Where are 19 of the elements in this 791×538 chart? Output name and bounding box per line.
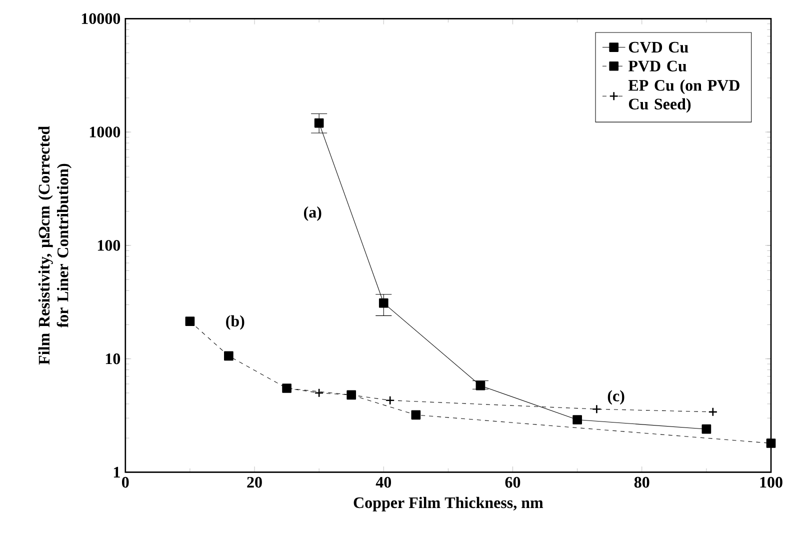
annotation: (a) [304, 206, 322, 222]
x-tick-label: 100 [760, 477, 782, 488]
legend-label: EP Cu (on PVD Cu Seed) [628, 80, 740, 113]
y-tick-label: 100 [98, 240, 120, 252]
x-tick-label: 60 [505, 477, 520, 488]
y-tick-label: 1000 [90, 126, 120, 138]
annotation: (c) [608, 390, 624, 405]
x-tick-label: 80 [634, 477, 650, 488]
annotation: (b) [226, 315, 244, 330]
y-axis-title: Film Resistivity, μΩcm (Corrected for Liner Contribution) [38, 126, 72, 365]
legend-label: PVD Cu [628, 60, 686, 72]
y-tick-label: 10000 [82, 13, 120, 24]
legend-label: CVD Cu [628, 42, 688, 53]
x-tick-label: 40 [376, 477, 392, 488]
y-tick-label: 1 [114, 467, 120, 478]
y-tick-label: 10 [106, 354, 120, 364]
x-tick-label: 0 [122, 477, 129, 488]
x-tick-label: 20 [247, 477, 262, 488]
x-axis-title: Copper Film Thickness, nm [354, 497, 544, 512]
